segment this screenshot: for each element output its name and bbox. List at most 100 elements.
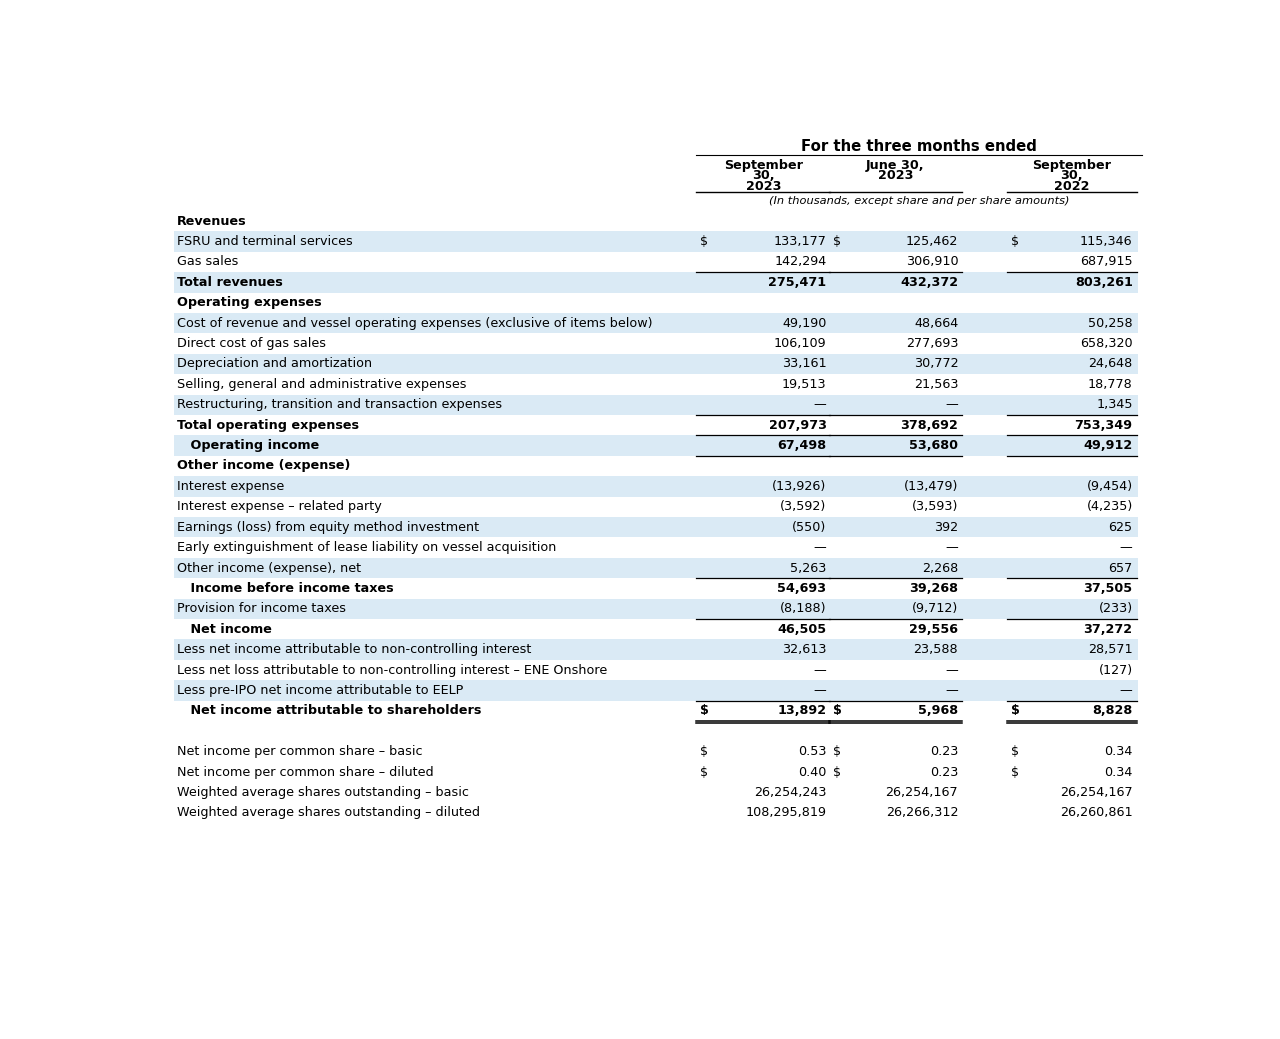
Text: Weighted average shares outstanding – diluted: Weighted average shares outstanding – di… [177,806,480,820]
Text: 658,320: 658,320 [1080,337,1133,350]
Text: 23,588: 23,588 [914,643,959,656]
Text: $: $ [700,745,708,758]
Text: Less pre-IPO net income attributable to EELP: Less pre-IPO net income attributable to … [177,684,463,697]
Text: 306,910: 306,910 [906,256,959,268]
Text: Other income (expense): Other income (expense) [177,459,351,473]
Text: 142,294: 142,294 [774,256,827,268]
Text: 48,664: 48,664 [914,317,959,329]
Text: Cost of revenue and vessel operating expenses (exclusive of items below): Cost of revenue and vessel operating exp… [177,317,653,329]
Bar [174,456,1138,476]
Text: 39,268: 39,268 [909,582,959,595]
Text: 8,828: 8,828 [1092,704,1133,717]
Text: Early extinguishment of lease liability on vessel acquisition: Early extinguishment of lease liability … [177,541,557,554]
Bar [174,435,1138,456]
Bar [174,313,1138,334]
Text: 625: 625 [1108,521,1133,534]
Text: FSRU and terminal services: FSRU and terminal services [177,235,353,248]
Text: (13,479): (13,479) [904,480,959,492]
Text: Selling, general and administrative expenses: Selling, general and administrative expe… [177,378,466,391]
Text: 1,345: 1,345 [1096,398,1133,411]
Text: (In thousands, except share and per share amounts): (In thousands, except share and per shar… [769,195,1069,206]
Text: 67,498: 67,498 [777,439,827,452]
Text: Other income (expense), net: Other income (expense), net [177,561,361,575]
Text: 0.40: 0.40 [799,766,827,778]
Text: 26,260,861: 26,260,861 [1060,806,1133,820]
Text: September: September [723,159,803,171]
Bar [174,537,1138,558]
Text: $: $ [700,766,708,778]
Text: For the three months ended: For the three months ended [801,138,1037,154]
Text: 28,571: 28,571 [1088,643,1133,656]
Text: Earnings (loss) from equity method investment: Earnings (loss) from equity method inves… [177,521,479,534]
Text: 26,254,167: 26,254,167 [1060,785,1133,799]
Text: $: $ [833,745,841,758]
Text: —: — [814,398,827,411]
Text: 2,268: 2,268 [922,561,959,575]
Text: 0.23: 0.23 [929,766,959,778]
Text: Net income per common share – diluted: Net income per common share – diluted [177,766,434,778]
Text: Revenues: Revenues [177,215,247,228]
Text: June 30,: June 30, [867,159,924,171]
Text: (127): (127) [1098,664,1133,676]
Text: 21,563: 21,563 [914,378,959,391]
Text: 49,912: 49,912 [1083,439,1133,452]
Text: 2023: 2023 [878,169,913,182]
Text: $: $ [1011,235,1019,248]
Text: (3,592): (3,592) [781,501,827,513]
Text: 24,648: 24,648 [1088,357,1133,371]
Bar [174,497,1138,517]
Text: —: — [946,398,959,411]
Text: 0.23: 0.23 [929,745,959,758]
Text: $: $ [1011,704,1020,717]
Text: 133,177: 133,177 [773,235,827,248]
Text: $: $ [1011,766,1019,778]
Text: 378,692: 378,692 [900,419,959,431]
Bar [174,803,1138,823]
Text: Direct cost of gas sales: Direct cost of gas sales [177,337,326,350]
Text: 687,915: 687,915 [1080,256,1133,268]
Text: 26,254,167: 26,254,167 [886,785,959,799]
Text: Less net loss attributable to non-controlling interest – ENE Onshore: Less net loss attributable to non-contro… [177,664,607,676]
Bar [174,374,1138,395]
Bar [174,762,1138,782]
Text: 277,693: 277,693 [906,337,959,350]
Text: Operating expenses: Operating expenses [177,296,321,310]
Text: 19,513: 19,513 [782,378,827,391]
Bar [174,619,1138,639]
Text: —: — [1120,541,1133,554]
Text: 275,471: 275,471 [768,275,827,289]
Text: 33,161: 33,161 [782,357,827,371]
Bar [174,272,1138,293]
Text: (9,712): (9,712) [911,603,959,615]
Bar [174,639,1138,660]
Text: Depreciation and amortization: Depreciation and amortization [177,357,372,371]
Text: 26,266,312: 26,266,312 [886,806,959,820]
Text: 49,190: 49,190 [782,317,827,329]
Bar [174,598,1138,619]
Text: Operating income: Operating income [177,439,319,452]
Text: —: — [946,684,959,697]
Text: —: — [946,664,959,676]
Text: 2022: 2022 [1053,180,1089,193]
Bar [174,251,1138,272]
Text: 0.34: 0.34 [1105,745,1133,758]
Text: 46,505: 46,505 [777,622,827,636]
Text: 37,505: 37,505 [1083,582,1133,595]
Text: 392: 392 [934,521,959,534]
Text: —: — [814,664,827,676]
Text: 50,258: 50,258 [1088,317,1133,329]
Text: —: — [814,541,827,554]
Text: Net income per common share – basic: Net income per common share – basic [177,745,422,758]
Text: Net income attributable to shareholders: Net income attributable to shareholders [177,704,481,717]
Bar [174,681,1138,700]
Text: 5,263: 5,263 [790,561,827,575]
Text: 54,693: 54,693 [777,582,827,595]
Text: Net income: Net income [177,622,271,636]
Bar [174,700,1138,721]
Text: Total operating expenses: Total operating expenses [177,419,360,431]
Bar [174,517,1138,537]
Text: 53,680: 53,680 [909,439,959,452]
Text: 29,556: 29,556 [909,622,959,636]
Text: 32,613: 32,613 [782,643,827,656]
Text: 5,968: 5,968 [918,704,959,717]
